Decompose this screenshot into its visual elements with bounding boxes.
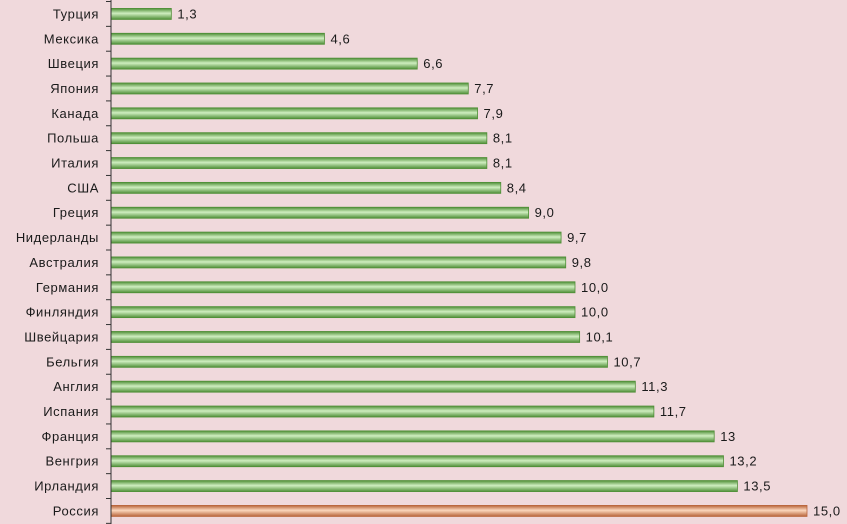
value-label: 7,7 xyxy=(474,81,494,96)
category-label: Польша xyxy=(47,131,99,146)
category-label: Бельгия xyxy=(46,354,99,369)
value-label: 11,3 xyxy=(641,379,668,394)
bar xyxy=(110,132,488,145)
category-label: Нидерланды xyxy=(16,230,99,245)
value-label: 8,1 xyxy=(493,131,513,146)
bars xyxy=(110,8,808,517)
bar xyxy=(110,306,576,319)
category-label: Япония xyxy=(50,81,99,96)
value-label: 13 xyxy=(720,429,736,444)
value-label: 6,6 xyxy=(423,56,443,71)
category-label: США xyxy=(67,180,99,195)
value-label: 9,8 xyxy=(572,255,592,270)
value-label: 15,0 xyxy=(813,503,841,518)
value-label: 10,1 xyxy=(586,329,614,344)
value-label: 9,7 xyxy=(567,230,587,245)
value-label: 4,6 xyxy=(330,31,350,46)
category-label: Турция xyxy=(53,6,99,21)
value-label: 10,0 xyxy=(581,305,609,320)
bar xyxy=(110,256,567,269)
bar xyxy=(110,355,608,368)
category-label: Мексика xyxy=(44,31,99,46)
bar xyxy=(110,107,478,120)
category-label: Швеция xyxy=(48,56,99,71)
bar xyxy=(110,455,724,468)
value-label: 13,2 xyxy=(729,454,757,469)
bar xyxy=(110,157,488,169)
value-label: 8,4 xyxy=(507,180,527,195)
category-label: Канада xyxy=(51,106,99,121)
value-label: 8,1 xyxy=(493,156,513,171)
value-label: 7,9 xyxy=(484,106,504,121)
category-label: Германия xyxy=(36,280,99,295)
bar xyxy=(110,505,808,517)
bar xyxy=(110,281,576,294)
value-label: 10,0 xyxy=(581,280,609,295)
category-label: Финляндия xyxy=(26,305,99,320)
bar xyxy=(110,82,469,95)
y-axis-ticks xyxy=(106,1,111,524)
bar xyxy=(110,231,562,244)
category-label: Франция xyxy=(42,429,99,444)
bar xyxy=(110,405,655,418)
labels: Турция 1,3 Мексика 4,6 Швеция 6,6 Япония 7,7 Кан… xyxy=(16,6,841,518)
value-label: 9,0 xyxy=(535,205,555,220)
value-label: 10,7 xyxy=(613,354,641,369)
bar xyxy=(110,181,502,194)
bar xyxy=(110,8,172,20)
category-label: Италия xyxy=(51,156,99,171)
bar xyxy=(110,480,738,492)
category-label: Венгрия xyxy=(45,454,99,469)
category-label: Англия xyxy=(53,379,99,394)
bar xyxy=(110,430,715,443)
bar xyxy=(110,206,530,219)
value-label: 11,7 xyxy=(660,404,687,419)
category-label: Греция xyxy=(53,205,99,220)
category-label: Ирландия xyxy=(34,479,99,494)
category-label: Испания xyxy=(43,404,99,419)
category-label: Швейцария xyxy=(24,329,99,344)
category-label: Россия xyxy=(53,503,99,518)
category-label: Австралия xyxy=(29,255,99,270)
value-label: 13,5 xyxy=(743,479,771,494)
bar xyxy=(110,32,325,45)
bar xyxy=(110,57,418,70)
value-label: 1,3 xyxy=(177,6,197,21)
bar xyxy=(110,380,636,393)
bar xyxy=(110,331,581,343)
